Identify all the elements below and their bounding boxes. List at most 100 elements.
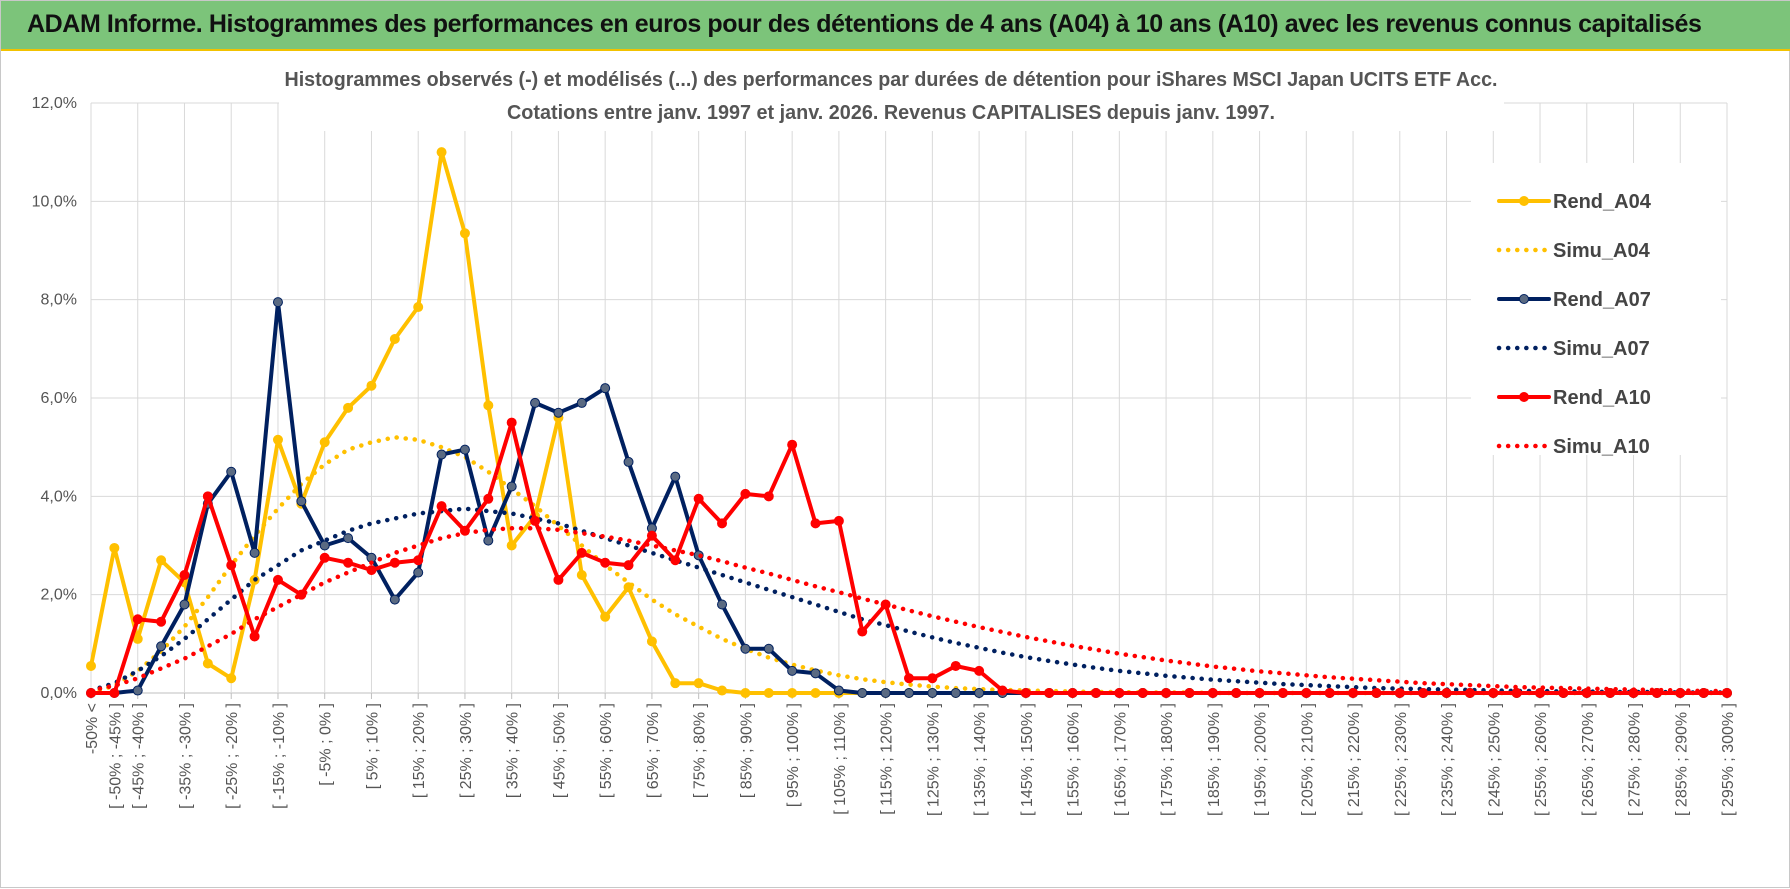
x-tick-label: [ 5% ; 10% ] — [364, 703, 381, 789]
x-tick-label: [ 155% ; 160% ] — [1066, 703, 1083, 816]
data-point — [226, 466, 237, 477]
x-tick-label: -50% < — [84, 703, 101, 754]
data-point — [1535, 688, 1546, 698]
x-tick-label: [ 35% ; 40% ] — [505, 703, 522, 798]
data-point — [693, 493, 704, 504]
data-point — [600, 611, 611, 622]
data-point — [1418, 688, 1429, 698]
x-tick-label: [ 45% ; 50% ] — [551, 703, 568, 798]
data-point — [600, 557, 611, 568]
data-point — [1020, 688, 1031, 698]
data-point — [810, 688, 821, 698]
y-tick-label: 12,0% — [32, 95, 77, 112]
data-point — [833, 685, 844, 696]
data-point — [343, 402, 354, 413]
x-tick-label: [ 205% ; 210% ] — [1299, 703, 1316, 816]
legend-label: Simu_A07 — [1553, 338, 1650, 360]
legend-label: Rend_A04 — [1553, 191, 1652, 213]
x-tick-label: [ 85% ; 90% ] — [738, 703, 755, 798]
data-point — [623, 560, 634, 571]
data-point — [576, 570, 587, 580]
data-point — [904, 673, 914, 684]
data-point — [366, 380, 377, 391]
x-tick-label: [ 95% ; 100% ] — [785, 703, 802, 807]
data-point — [904, 688, 914, 698]
data-point — [249, 631, 260, 642]
data-point — [319, 552, 330, 563]
performance-histogram-chart: 0,0% 2,0% 4,0% 6,0% 8,0% 10,0% 12,0% -50% < [ -… — [32, 61, 1737, 816]
legend-label: Rend_A07 — [1553, 289, 1651, 311]
data-point — [763, 491, 774, 502]
data-point — [483, 400, 494, 411]
x-tick-label: [ 55% ; 60% ] — [598, 703, 615, 798]
data-point — [506, 417, 517, 428]
data-point — [202, 658, 213, 669]
data-point — [950, 660, 961, 671]
data-point — [646, 530, 657, 541]
x-tick-label: [ 105% ; 110% ] — [832, 703, 849, 815]
data-point — [319, 437, 330, 448]
x-tick-label: [ 15% ; 20% ] — [411, 703, 428, 798]
data-point — [319, 540, 330, 551]
data-point — [576, 547, 587, 558]
chart-title: Histogrammes observés (-) et modélisés (… — [285, 69, 1498, 91]
legend-marker — [1519, 392, 1529, 402]
x-tick-label: [ -35% ; -30% ] — [177, 703, 194, 809]
legend-marker — [1519, 294, 1529, 304]
data-point — [483, 493, 494, 504]
x-tick-label: [ 135% ; 140% ] — [972, 703, 989, 816]
data-point — [670, 471, 681, 482]
data-point — [436, 501, 447, 512]
data-point — [1348, 688, 1359, 698]
data-point — [1137, 688, 1148, 698]
data-point — [740, 488, 751, 499]
x-tick-label: [ 265% ; 270% ] — [1580, 703, 1597, 816]
data-point — [1394, 688, 1405, 698]
y-tick-label: 4,0% — [41, 488, 77, 505]
data-point — [530, 397, 541, 408]
legend-label: Simu_A04 — [1553, 240, 1651, 262]
data-point — [950, 688, 961, 698]
data-point — [787, 439, 798, 450]
data-point — [132, 614, 143, 625]
data-point — [436, 449, 447, 460]
x-tick-label: [ -25% ; -20% ] — [224, 703, 241, 809]
data-point — [413, 567, 424, 578]
chart-series — [86, 147, 1732, 698]
x-tick-label: [ -5% ; 0% ] — [318, 703, 335, 786]
data-point — [693, 678, 704, 689]
series-line-rend-a10 — [89, 420, 1729, 695]
y-tick-label: 0,0% — [41, 685, 77, 702]
data-point — [1558, 688, 1569, 698]
data-point — [132, 633, 143, 644]
data-point — [1044, 688, 1055, 698]
data-point — [717, 685, 728, 696]
x-tick-label: [ -50% ; -45% ] — [107, 703, 124, 809]
chart-subtitle: Cotations entre janv. 1997 et janv. 2026… — [507, 102, 1275, 124]
x-tick-label: [ 215% ; 220% ] — [1346, 703, 1363, 816]
data-point — [1464, 688, 1475, 698]
data-point — [1441, 688, 1452, 698]
data-point — [763, 688, 774, 698]
x-tick-label: [ -15% ; -10% ] — [271, 703, 288, 809]
series-line-simu-a10 — [88, 526, 1730, 694]
data-point — [506, 481, 517, 492]
data-point — [389, 334, 400, 344]
gridlines — [90, 102, 1728, 699]
data-point — [787, 665, 798, 676]
data-point — [389, 557, 400, 568]
data-point — [436, 147, 447, 158]
data-point — [717, 599, 728, 610]
data-point — [810, 518, 821, 529]
data-point — [296, 496, 307, 507]
data-point — [833, 515, 844, 526]
data-point — [1301, 688, 1312, 698]
data-point — [974, 688, 985, 698]
data-point — [670, 678, 681, 689]
data-point — [810, 668, 821, 679]
data-point — [670, 555, 681, 566]
legend-label: Rend_A10 — [1553, 387, 1651, 409]
data-point — [132, 685, 143, 696]
data-point — [156, 616, 167, 627]
data-point — [86, 660, 96, 671]
